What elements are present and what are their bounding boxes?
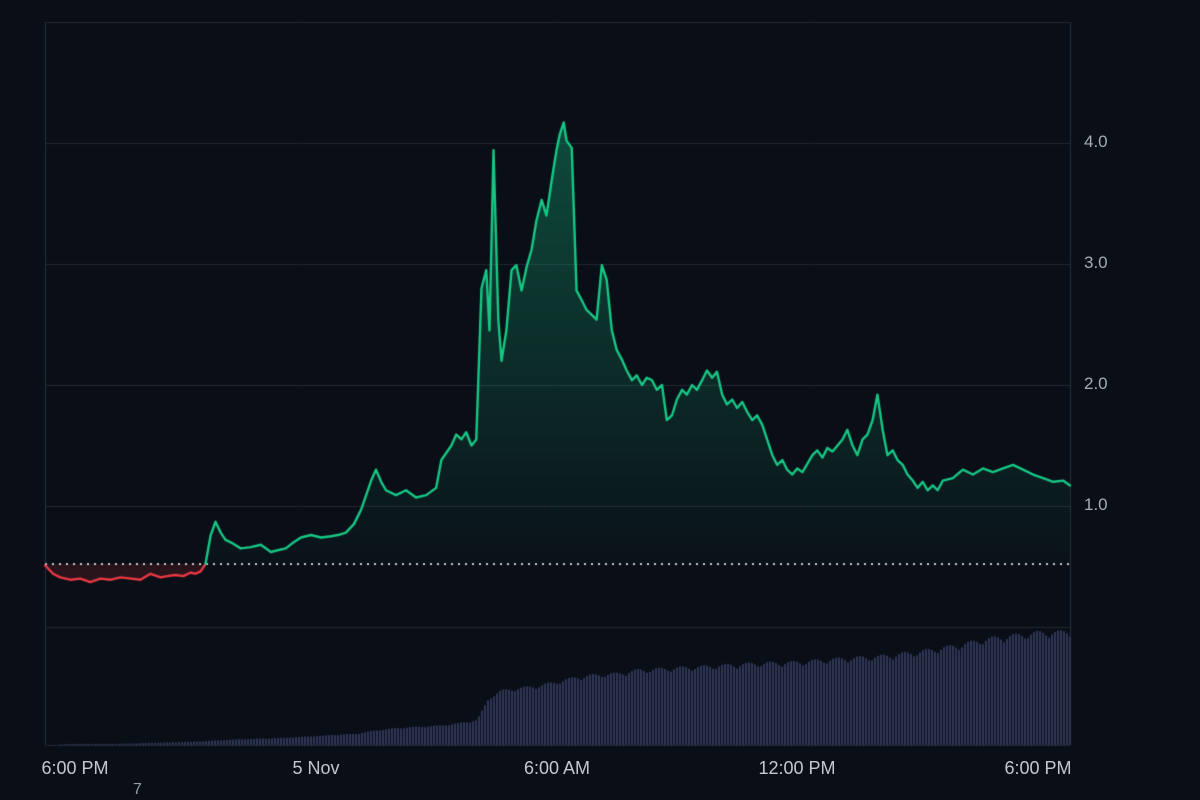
stray-character: 7	[133, 781, 142, 798]
x-axis-label: 6:00 AM	[523, 758, 591, 778]
x-axis-label: 6:00 PM	[1004, 758, 1072, 778]
y-axis-label: 4.0	[1084, 132, 1108, 151]
x-axis-label: 12:00 PM	[758, 758, 836, 778]
y-axis-label: 1.0	[1084, 495, 1108, 514]
x-axis-label: 6:00 PM	[41, 758, 109, 778]
y-axis-label: 2.0	[1084, 374, 1108, 393]
x-axis-label: 5 Nov	[292, 758, 340, 778]
y-axis-label: 3.0	[1084, 253, 1108, 272]
